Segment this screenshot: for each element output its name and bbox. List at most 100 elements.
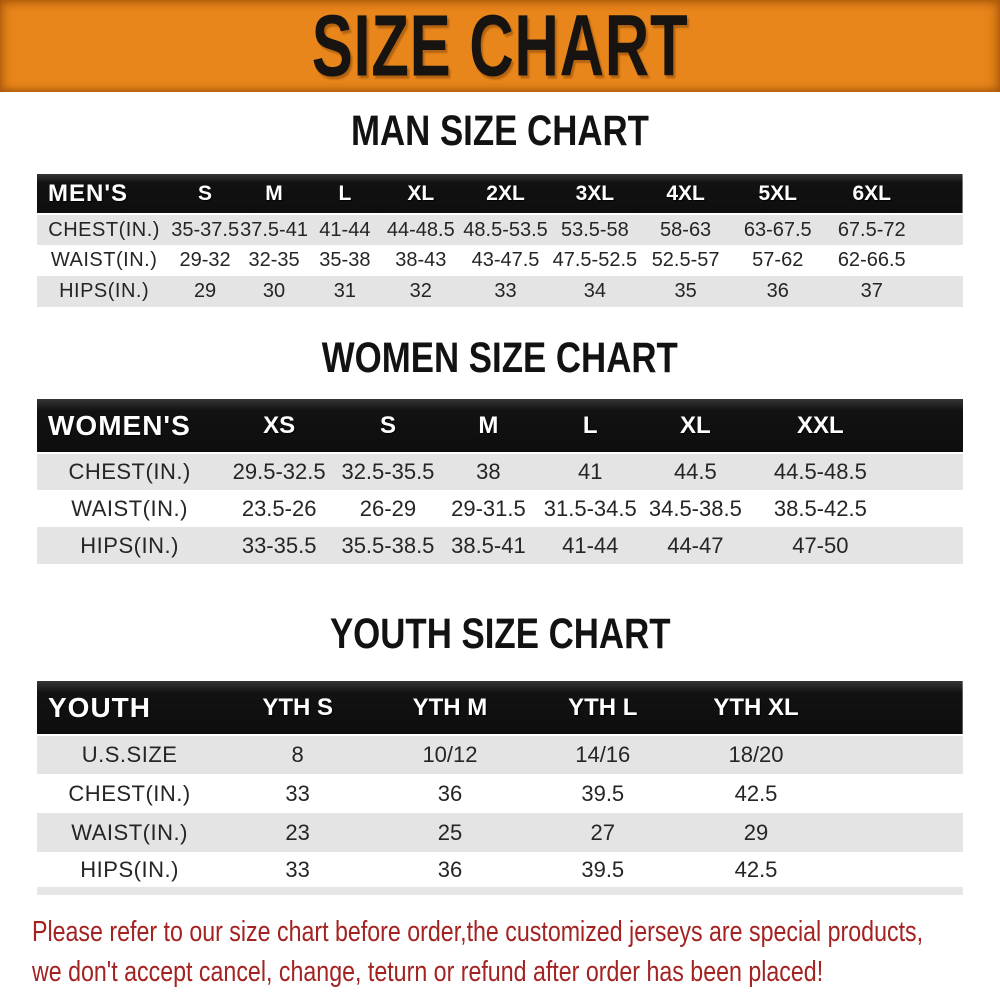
row-label: HIPS(IN.) <box>59 280 150 302</box>
women-header-row: WOMEN'S XS S M L XL XXL <box>37 399 963 454</box>
size-value: 27 <box>590 819 615 845</box>
women-section-heading-wrap: WOMEN SIZE CHART <box>0 335 1000 381</box>
size-value: 31.5-34.5 <box>543 495 637 521</box>
size-value: 36 <box>437 780 463 806</box>
column-header: L <box>537 399 644 454</box>
column-header: XL <box>643 399 748 454</box>
spacer-cell <box>833 681 963 736</box>
size-value: 25 <box>437 819 463 845</box>
column-header: 4XL <box>639 174 732 215</box>
column-header: 3XL <box>549 174 640 215</box>
youth-ussize-row: U.S.SIZE 8 10/12 14/16 18/20 <box>37 735 963 774</box>
disclaimer-line-2: we don't accept cancel, change, teturn o… <box>32 956 824 988</box>
size-value: 41-44 <box>319 218 371 241</box>
size-value: 29-32 <box>179 249 231 271</box>
size-value: 41 <box>578 459 603 484</box>
size-value: 43-47.5 <box>471 249 540 271</box>
size-value: 44-47 <box>667 532 724 558</box>
women-table-title: WOMEN'S <box>37 399 223 454</box>
spacer-cell <box>919 276 963 307</box>
size-value: 62-66.5 <box>837 249 906 271</box>
size-value: 32.5-35.5 <box>341 459 435 484</box>
size-value: 47.5-52.5 <box>552 249 638 271</box>
size-value: 23.5-26 <box>241 495 317 521</box>
column-header: M <box>439 399 538 454</box>
youth-hips-row: HIPS(IN.) 33 36 39.5 42.5 <box>37 852 963 891</box>
column-header: S <box>336 399 440 454</box>
row-label: CHEST(IN.) <box>68 459 191 484</box>
column-header: M <box>238 174 310 215</box>
women-waist-row: WAIST(IN.) 23.5-26 26-29 29-31.5 31.5-34… <box>37 490 963 527</box>
size-value: 47-50 <box>792 532 849 558</box>
spacer-cell <box>894 527 964 564</box>
spacer-cell <box>919 245 963 276</box>
column-header: YTH M <box>373 681 527 736</box>
youth-waist-row: WAIST(IN.) 23 25 27 29 <box>37 813 963 852</box>
banner-title: SIZE CHART <box>311 0 689 95</box>
size-value: 33 <box>494 280 517 302</box>
spacer-cell <box>919 174 963 215</box>
column-header: XS <box>222 399 337 454</box>
column-header: XXL <box>747 399 894 454</box>
disclaimer-line-1: Please refer to our size chart before or… <box>32 916 924 948</box>
youth-section-heading: YOUTH SIZE CHART <box>329 610 671 658</box>
spacer-cell <box>833 852 963 891</box>
youth-size-table: YOUTH YTH S YTH M YTH L YTH XL U.S.SIZE … <box>37 681 963 895</box>
size-value: 26-29 <box>359 495 417 521</box>
row-label: WAIST(IN.) <box>71 495 188 521</box>
size-value: 18/20 <box>728 742 784 767</box>
row-label: CHEST(IN.) <box>48 218 160 241</box>
size-value: 44.5 <box>673 459 717 484</box>
size-value: 33 <box>285 856 310 882</box>
women-chest-row: CHEST(IN.) 29.5-32.5 32.5-35.5 38 41 44.… <box>37 453 963 490</box>
size-value: 53.5-58 <box>560 218 629 241</box>
size-value: 38.5-42.5 <box>773 495 867 521</box>
column-header: 5XL <box>731 174 825 215</box>
row-label: CHEST(IN.) <box>68 780 191 806</box>
men-table-title: MEN'S <box>37 174 172 215</box>
size-value: 57-62 <box>752 249 804 271</box>
women-section-heading: WOMEN SIZE CHART <box>321 334 679 382</box>
spacer-cell <box>894 453 964 490</box>
size-value: 33 <box>285 780 310 806</box>
size-value: 32 <box>409 280 432 302</box>
size-value: 35 <box>674 280 697 302</box>
column-header: S <box>171 174 239 215</box>
size-value: 42.5 <box>734 856 778 882</box>
men-chest-row: CHEST(IN.) 35-37.5 37.5-41 41-44 44-48.5… <box>37 214 963 245</box>
size-value: 35.5-38.5 <box>341 532 435 558</box>
spacer-cell <box>833 774 963 813</box>
row-label: U.S.SIZE <box>81 742 178 767</box>
size-value: 63-67.5 <box>743 218 812 241</box>
size-value: 37.5-41 <box>240 218 308 241</box>
size-value: 35-38 <box>319 249 371 271</box>
size-value: 33-35.5 <box>241 532 317 558</box>
size-value: 10/12 <box>422 742 478 767</box>
size-value: 23 <box>285 819 310 845</box>
size-value: 29 <box>743 819 769 845</box>
men-size-table: MEN'S S M L XL 2XL 3XL 4XL 5XL 6XL CHEST… <box>37 174 963 307</box>
size-value: 8 <box>291 742 304 767</box>
size-value: 38-43 <box>395 249 447 271</box>
column-header: YTH L <box>526 681 679 736</box>
spacer-cell <box>833 735 963 774</box>
size-value: 29.5-32.5 <box>232 459 326 484</box>
women-size-table: WOMEN'S XS S M L XL XXL CHEST(IN.) 29.5-… <box>37 399 963 564</box>
size-value: 31 <box>333 280 356 302</box>
size-value: 44-48.5 <box>386 218 455 241</box>
youth-table-title: YOUTH <box>37 681 223 736</box>
size-value: 29 <box>193 280 217 302</box>
size-value: 67.5-72 <box>837 218 906 241</box>
size-value: 30 <box>262 280 286 302</box>
row-label: HIPS(IN.) <box>80 532 179 558</box>
size-value: 38.5-41 <box>451 532 526 558</box>
size-value: 48.5-53.5 <box>463 218 548 241</box>
youth-section-heading-wrap: YOUTH SIZE CHART <box>0 611 1000 657</box>
youth-chest-row: CHEST(IN.) 33 36 39.5 42.5 <box>37 774 963 813</box>
size-value: 42.5 <box>734 780 778 806</box>
size-value: 29-31.5 <box>451 495 526 521</box>
man-section-heading-wrap: MAN SIZE CHART <box>0 108 1000 154</box>
size-value: 38 <box>476 459 501 484</box>
spacer-cell <box>893 399 963 454</box>
